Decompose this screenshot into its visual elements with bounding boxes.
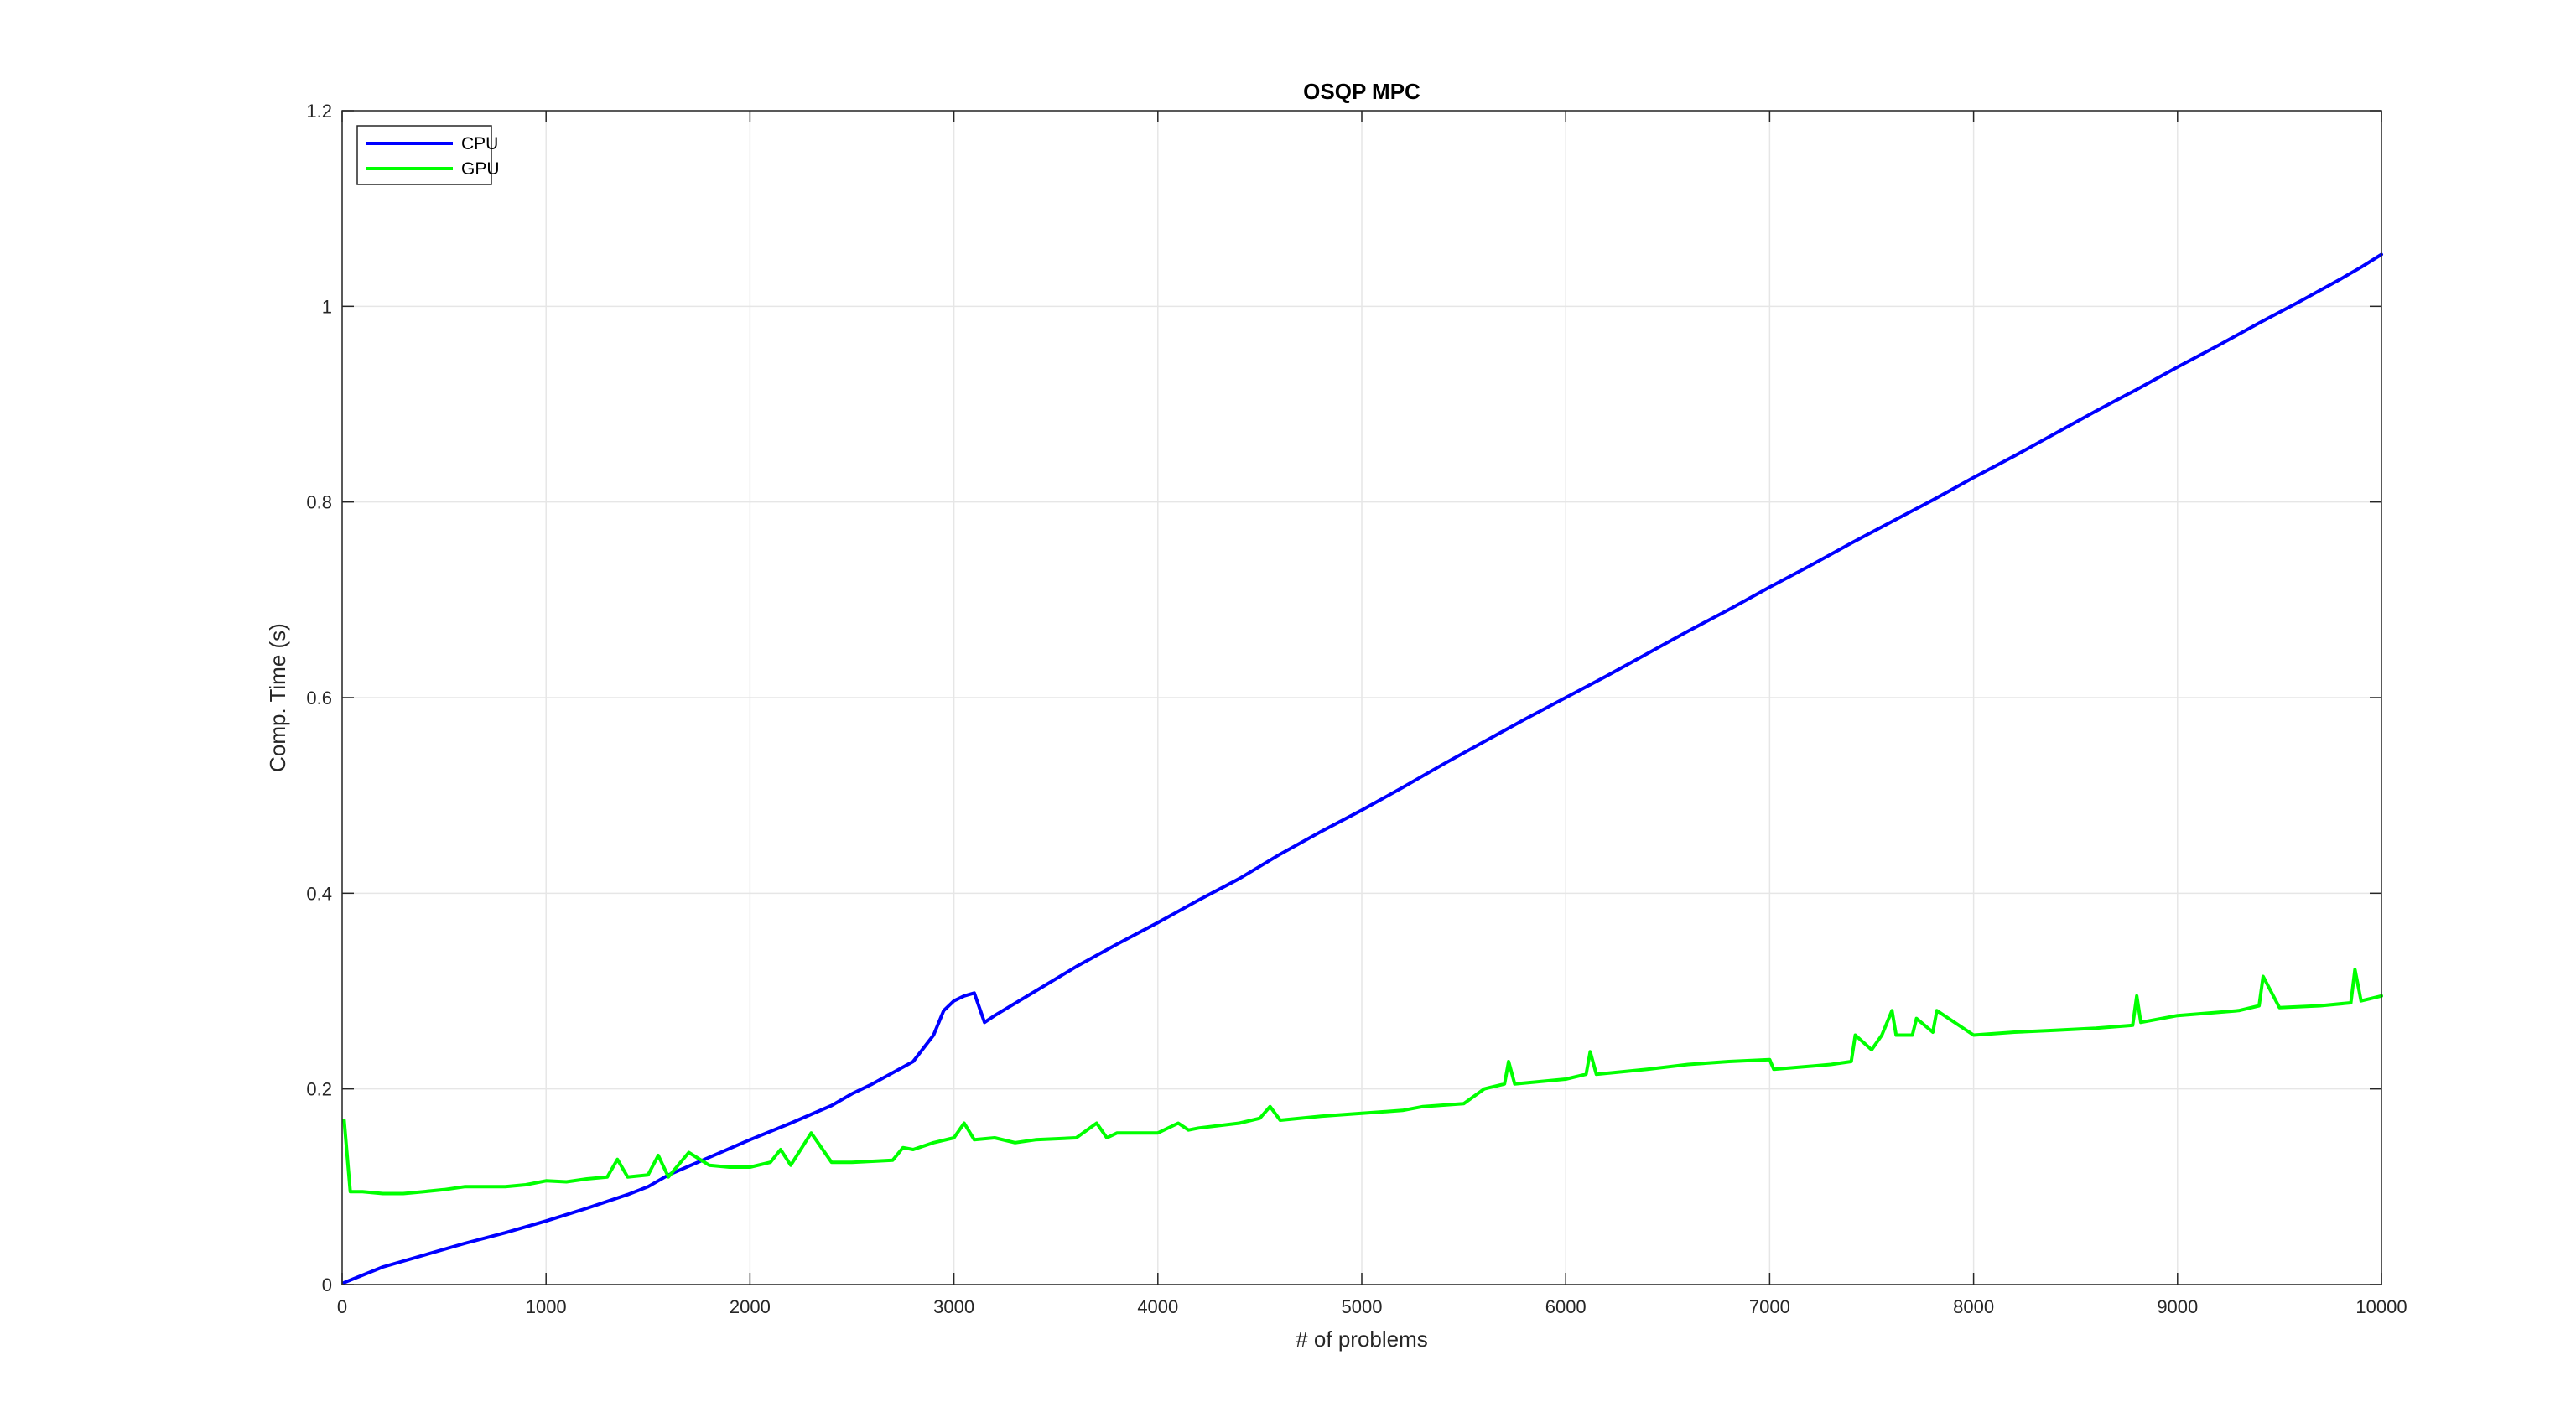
series-line-gpu — [342, 968, 2383, 1196]
x-tick-label: 7000 — [1749, 1296, 1790, 1317]
x-tick-label: 10000 — [2355, 1296, 2407, 1317]
x-tick-label: 5000 — [1342, 1296, 1383, 1317]
y-tick-label: 0.8 — [306, 492, 332, 513]
y-tick-label: 1.2 — [306, 101, 332, 122]
x-tick-label: 9000 — [2157, 1296, 2198, 1317]
y-tick-label: 0.2 — [306, 1079, 332, 1100]
y-axis-label: Comp. Time (s) — [265, 623, 290, 772]
plot-area — [341, 110, 2383, 1285]
y-tick-label: 1 — [322, 296, 332, 317]
x-tick-label: 6000 — [1545, 1296, 1587, 1317]
y-tick-label: 0 — [322, 1274, 332, 1295]
x-tick-label: 3000 — [933, 1296, 974, 1317]
x-tick-label: 4000 — [1137, 1296, 1178, 1317]
y-tick-label: 0.6 — [306, 688, 332, 709]
y-axis-ticks: 0 0.2 0.4 0.6 0.8 1 1.2 — [306, 101, 2381, 1295]
legend: CPU GPU — [356, 125, 500, 185]
legend-cpu-label: CPU — [461, 134, 498, 153]
chart-title: OSQP MPC — [1303, 79, 1420, 104]
y-tick-label: 0.4 — [306, 883, 332, 904]
legend-gpu-label: GPU — [461, 159, 500, 179]
x-tick-label: 8000 — [1953, 1296, 1994, 1317]
legend-box — [356, 125, 492, 185]
series-group — [342, 252, 2383, 1285]
series-line-cpu — [342, 252, 2383, 1285]
x-axis-ticks: 0 1000 2000 3000 4000 5000 6000 7000 8000 9000 100… — [337, 111, 2407, 1317]
x-axis-label: # of problems — [1296, 1326, 1428, 1352]
x-tick-label: 2000 — [730, 1296, 771, 1317]
x-tick-label: 0 — [337, 1296, 347, 1317]
x-tick-label: 1000 — [526, 1296, 567, 1317]
